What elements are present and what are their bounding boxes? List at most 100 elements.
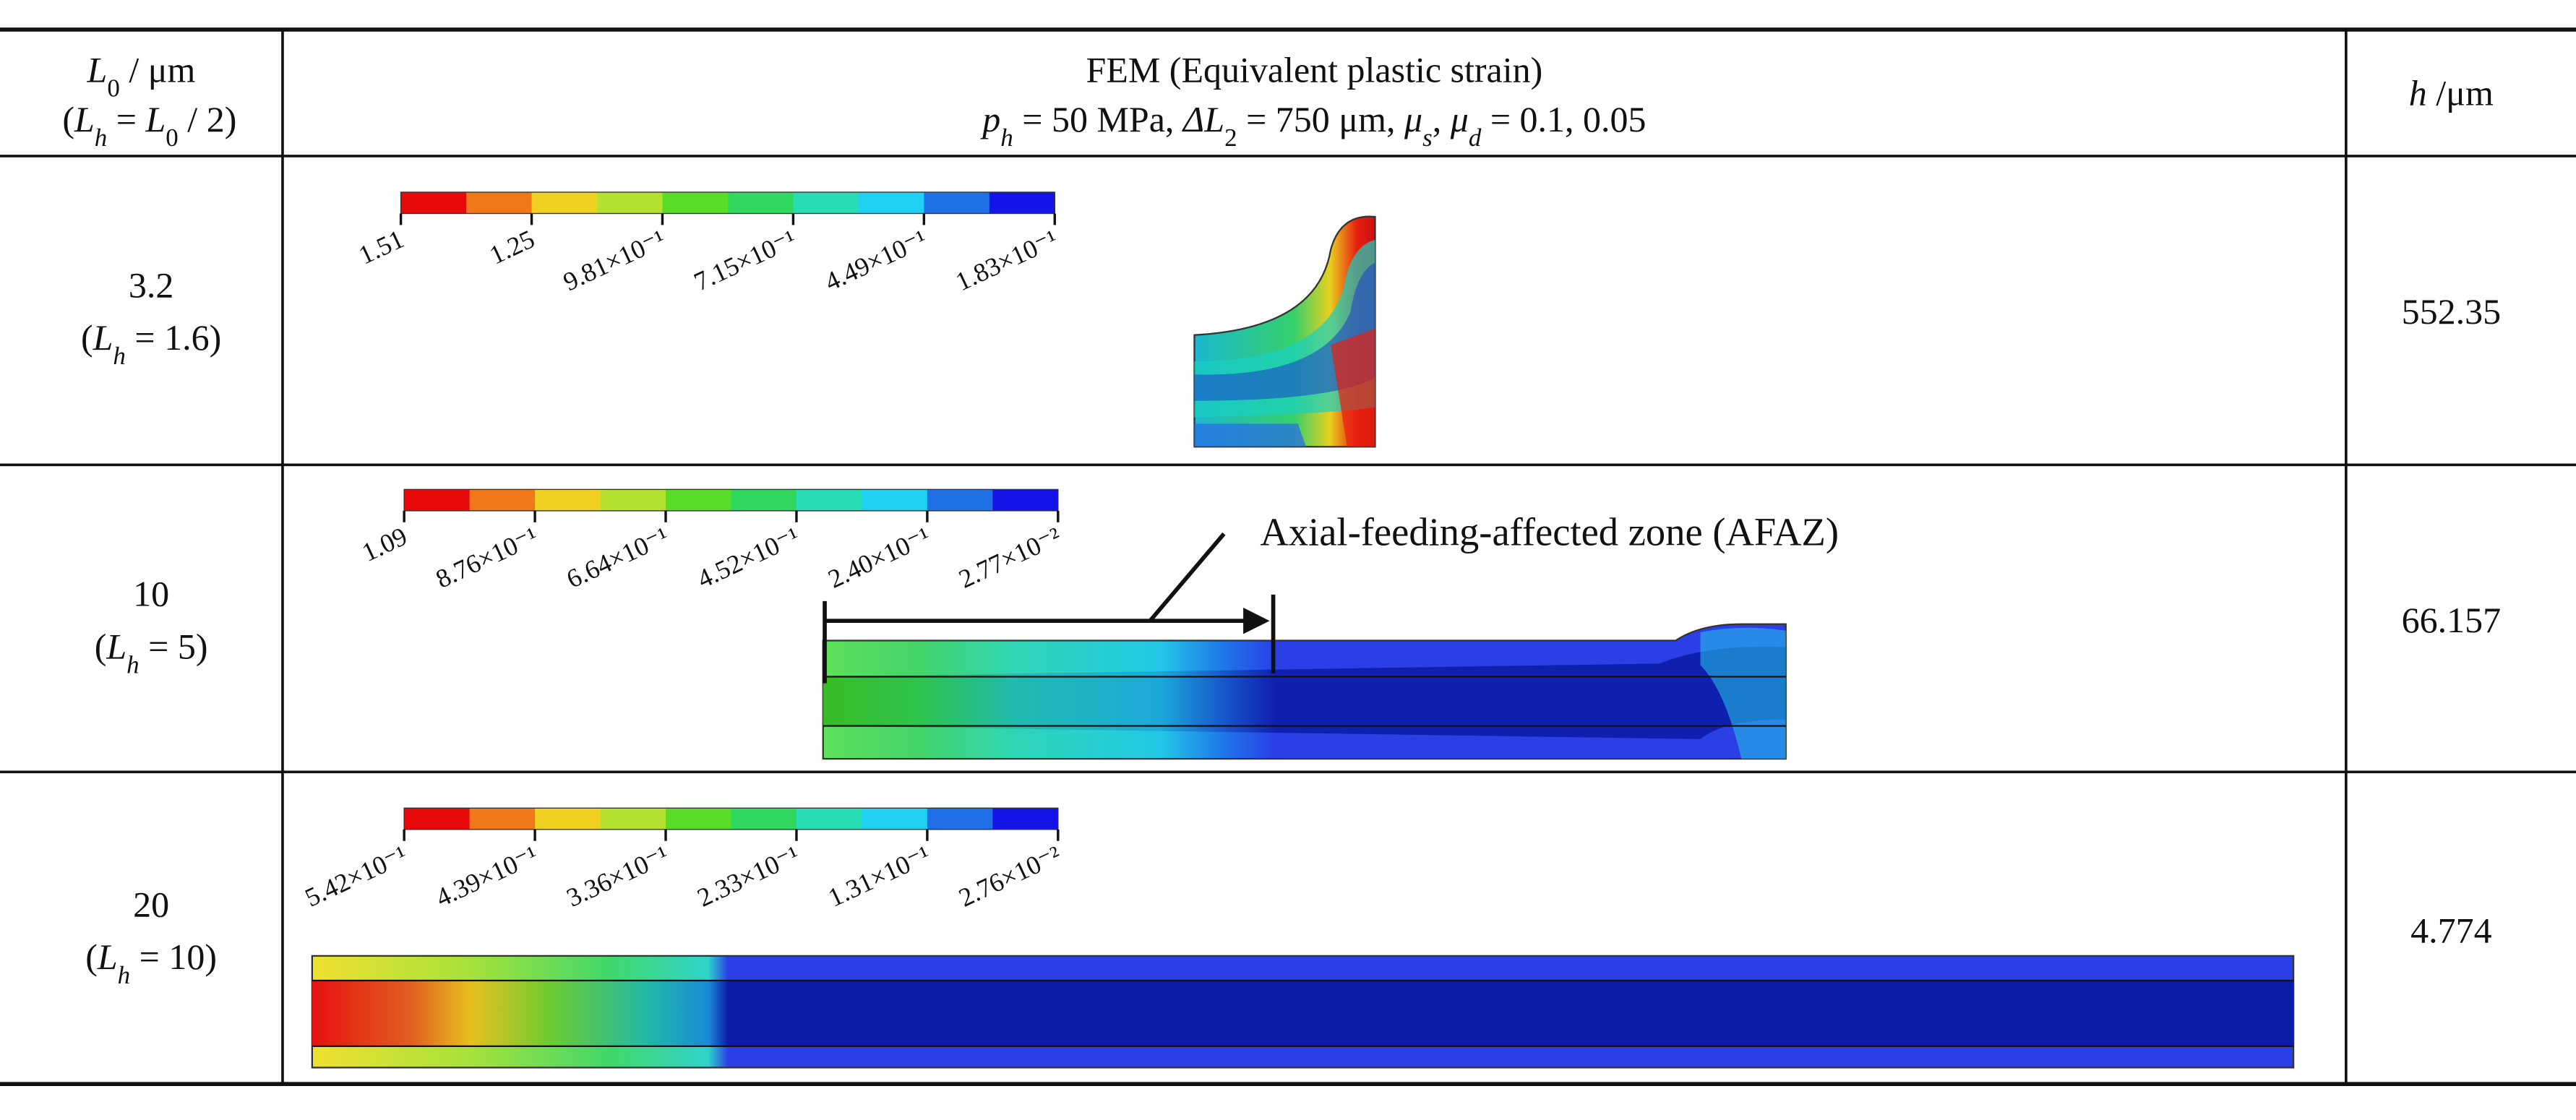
text-part: = <box>107 99 145 139</box>
colorbar-segment <box>727 191 794 214</box>
colorbar-label: 7.15×10⁻¹ <box>690 224 800 296</box>
column-header: ph = 50 MPa, ΔL2 = 750 μm, μs, μd = 0.1,… <box>980 99 1646 152</box>
colorbar-label: 8.76×10⁻¹ <box>432 522 542 594</box>
text-part: = 10) <box>130 936 217 977</box>
annotation-arrow <box>823 532 1276 684</box>
colorbar-label: 1.83×10⁻¹ <box>951 224 1062 296</box>
text-part: 0 <box>166 123 179 151</box>
colorbar-segment <box>862 489 928 511</box>
height-value: 552.35 <box>2402 291 2502 332</box>
colorbar-segment <box>666 808 732 830</box>
height-value: 66.157 <box>2402 600 2502 640</box>
colorbar-segment <box>796 489 863 511</box>
length-note: (Lh = 1.6) <box>81 317 221 370</box>
colorbar-label: 2.77×10⁻² <box>955 522 1065 594</box>
column-header: (Lh = L0 / 2) <box>62 99 236 152</box>
colorbar-label: 4.52×10⁻¹ <box>693 522 804 594</box>
colorbar-segment <box>731 489 797 511</box>
colorbar-segment <box>404 489 471 511</box>
text-part: μ <box>1450 99 1469 139</box>
colorbar-segment <box>793 191 859 214</box>
colorbar-label: 2.40×10⁻¹ <box>824 522 935 594</box>
text-part: /μm <box>2427 72 2494 113</box>
text-part: L <box>106 626 126 666</box>
text-part: = 50 MPa, <box>1013 99 1183 139</box>
colorbar-segment <box>858 191 925 214</box>
colorbar-segment <box>992 808 1059 830</box>
length-note: (Lh = 5) <box>95 626 208 678</box>
text-part: = 5) <box>139 626 208 666</box>
text-part: L <box>74 99 95 139</box>
colorbar-segment <box>662 191 729 214</box>
contour-plot <box>311 955 2295 1069</box>
colorbar-segment <box>992 489 1059 511</box>
text-part: / μm <box>120 50 196 90</box>
colorbar-label: 1.25 <box>485 224 539 270</box>
colorbar-segment <box>531 191 598 214</box>
colorbar-frame <box>403 807 1059 830</box>
text-part: h <box>113 342 125 370</box>
text-part: 2 <box>1224 123 1237 151</box>
colorbar-segment <box>600 489 666 511</box>
colorbar-segment <box>924 191 990 214</box>
contour-plot <box>1193 215 1376 448</box>
text-part: ΔL <box>1182 99 1224 139</box>
text-part: L <box>93 317 113 358</box>
table: L0 / μm(Lh = L0 / 2)FEM (Equivalent plas… <box>0 27 2576 1087</box>
text-part: / 2) <box>179 99 237 139</box>
colorbar-segment <box>731 808 797 830</box>
text-part: ( <box>81 317 93 358</box>
length-value: 3.2 <box>129 264 174 305</box>
length-value: 10 <box>133 574 169 614</box>
text-part: L <box>87 50 108 90</box>
text-part: L <box>145 99 166 139</box>
column-header: L0 / μm <box>87 50 196 103</box>
text-part: h <box>126 650 139 679</box>
text-part: = 1.6) <box>126 317 221 358</box>
text-part: ( <box>62 99 74 139</box>
colorbar-frame <box>403 488 1059 512</box>
length-note: (Lh = 10) <box>85 936 217 989</box>
height-value: 4.774 <box>2410 910 2492 951</box>
colorbar-segment <box>469 489 536 511</box>
colorbar-segment <box>466 191 533 214</box>
text-part: = 0.1, 0.05 <box>1481 99 1646 139</box>
colorbar-label: 1.31×10⁻¹ <box>824 840 935 913</box>
text-part: s <box>1422 123 1433 151</box>
text-part: μ <box>1404 99 1422 139</box>
colorbar-segment <box>600 808 666 830</box>
colorbar-label: 2.33×10⁻¹ <box>693 840 804 913</box>
colorbar-label: 6.64×10⁻¹ <box>562 522 673 594</box>
text-part: = 750 μm, <box>1237 99 1404 139</box>
text-part: ( <box>85 936 98 977</box>
colorbar-segment <box>927 489 994 511</box>
colorbar-frame <box>400 191 1055 215</box>
colorbar-segment <box>666 489 732 511</box>
colorbar-segment <box>597 191 664 214</box>
text-part: 0 <box>107 74 120 102</box>
colorbar-label: 1.51 <box>354 224 408 270</box>
colorbar-segment <box>535 808 601 830</box>
colorbar-segment <box>989 191 1055 214</box>
text-part: , <box>1433 99 1451 139</box>
column-header: h /μm <box>2409 72 2494 113</box>
colorbar-segment <box>535 489 601 511</box>
colorbar-label: 5.42×10⁻¹ <box>301 840 411 913</box>
text-part: h <box>1000 123 1013 151</box>
text-part: d <box>1469 123 1482 151</box>
text-part: p <box>980 99 1000 139</box>
column-header: FEM (Equivalent plastic strain) <box>1086 50 1542 90</box>
colorbar-label: 2.76×10⁻² <box>955 840 1065 913</box>
text-part: L <box>97 936 118 977</box>
colorbar-segment <box>927 808 994 830</box>
colorbar-segment <box>796 808 863 830</box>
text-part: h <box>118 961 131 989</box>
contour-plot <box>822 623 1787 760</box>
colorbar-label: 4.39×10⁻¹ <box>432 840 542 913</box>
length-value: 20 <box>133 884 169 924</box>
colorbar-label: 3.36×10⁻¹ <box>562 840 673 913</box>
text-part: h <box>2409 72 2427 113</box>
text-part: ( <box>95 626 107 666</box>
